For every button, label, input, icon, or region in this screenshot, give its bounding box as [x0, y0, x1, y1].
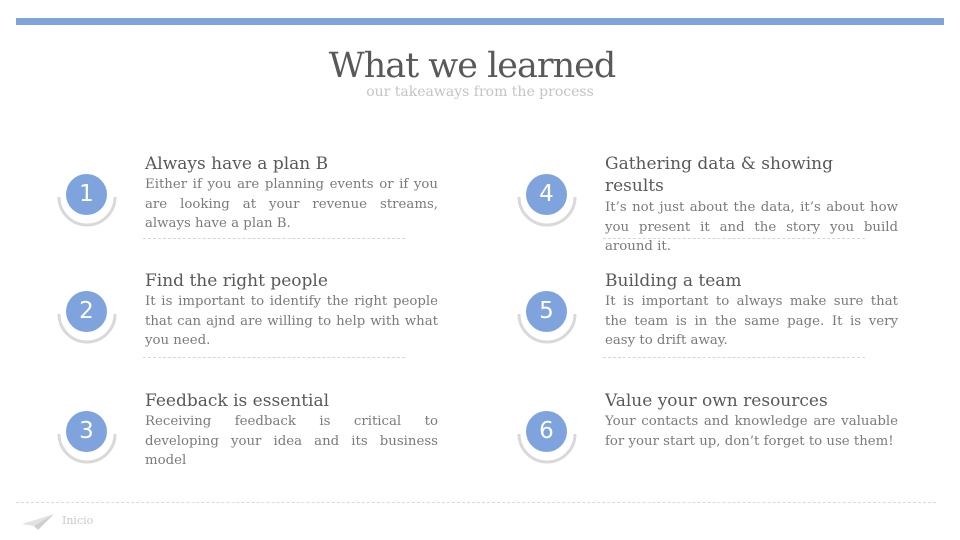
page-subtitle: our takeaways from the process: [366, 84, 594, 100]
takeaway-item-6: 6 Value your own resources Your contacts…: [515, 390, 935, 500]
footer-divider: [16, 502, 936, 503]
takeaway-item-1: 1 Always have a plan B Either if you are…: [55, 153, 475, 263]
takeaway-item-3: 3 Feedback is essential Receiving feedba…: [55, 390, 475, 500]
badge-arc-icon: 4: [515, 163, 579, 227]
number-badge: 4: [526, 174, 567, 215]
item-text: It’s not just about the data, it’s about…: [605, 200, 898, 254]
number-badge: 5: [526, 291, 567, 332]
badge-arc-icon: 3: [55, 400, 119, 464]
badge-arc-icon: 2: [55, 280, 119, 344]
item-text: Your contacts and knowledge are valuable…: [605, 414, 898, 449]
item-divider: [603, 238, 865, 239]
item-title: Building a team: [605, 271, 742, 291]
number-badge: 3: [66, 411, 107, 452]
takeaway-item-2: 2 Find the right people It is important …: [55, 270, 475, 380]
paper-plane-icon[interactable]: [20, 512, 56, 532]
badge-arc-icon: 5: [515, 280, 579, 344]
takeaway-item-4: 4 Gathering data & showing results It’s …: [515, 153, 935, 263]
top-accent-bar: [16, 18, 944, 25]
item-title: Gathering data & showing results: [605, 154, 834, 196]
item-divider: [603, 357, 865, 358]
item-text: Receiving feedback is critical to develo…: [145, 414, 438, 468]
number-badge: 6: [526, 411, 567, 452]
item-divider: [143, 357, 405, 358]
item-divider: [143, 238, 405, 239]
item-title: Always have a plan B: [145, 154, 329, 174]
home-link[interactable]: Inicio: [62, 514, 94, 527]
item-title: Find the right people: [145, 271, 328, 291]
takeaway-item-5: 5 Building a team It is important to alw…: [515, 270, 935, 380]
number-badge: 1: [66, 174, 107, 215]
item-text: Either if you are planning events or if …: [145, 177, 438, 231]
item-text: It is important to identify the right pe…: [145, 294, 438, 348]
number-badge: 2: [66, 291, 107, 332]
badge-arc-icon: 1: [55, 163, 119, 227]
item-title: Value your own resources: [605, 391, 828, 411]
page-title: What we learned: [328, 46, 617, 86]
item-text: It is important to always make sure that…: [605, 294, 898, 348]
item-title: Feedback is essential: [145, 391, 330, 411]
badge-arc-icon: 6: [515, 400, 579, 464]
